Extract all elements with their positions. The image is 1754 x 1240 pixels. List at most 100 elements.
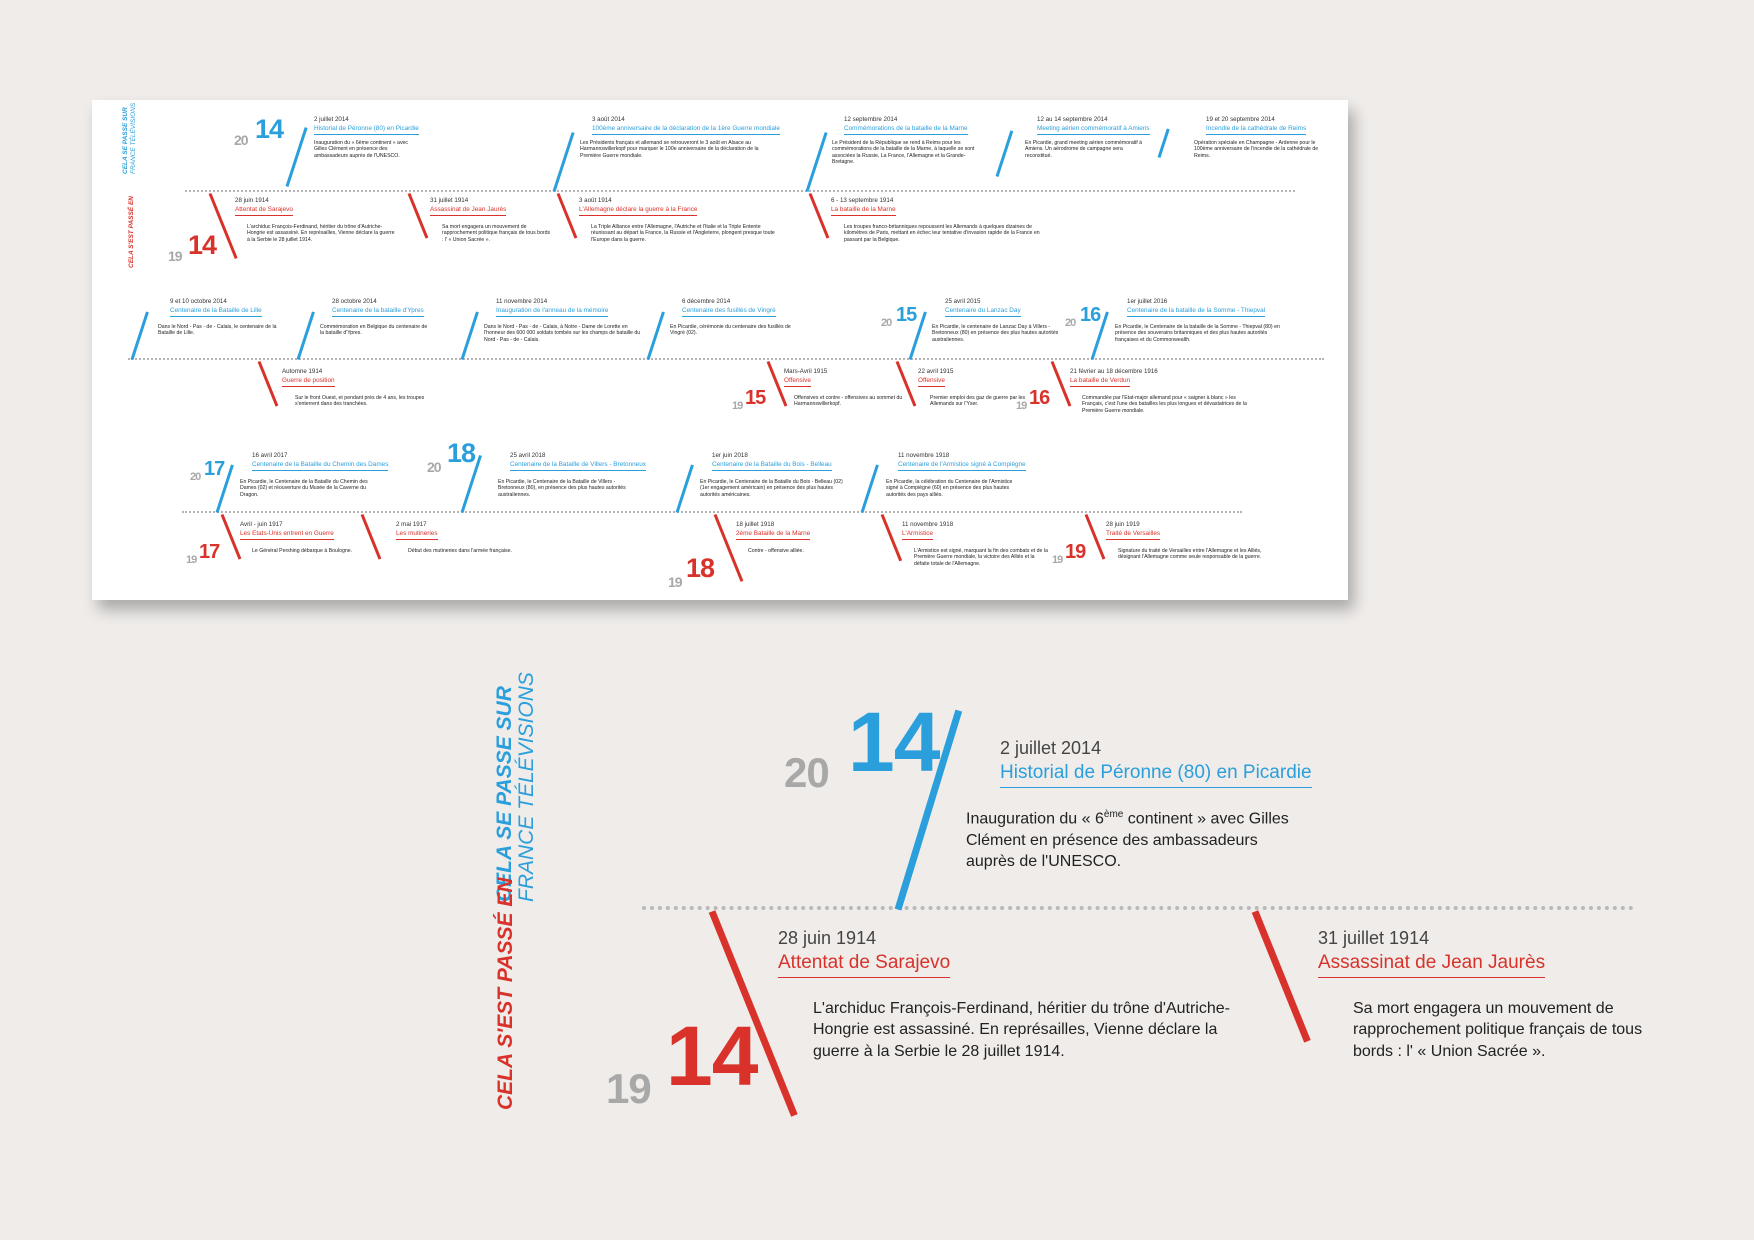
event-date: 3 août 1914 <box>579 197 612 204</box>
timeline-row-1 <box>185 190 1295 192</box>
event-title: Offensive <box>918 377 945 388</box>
year-1918-badge: 18 <box>686 553 715 583</box>
event-text: En Picardie, le Centenaire de la bataill… <box>1115 324 1280 343</box>
detail-event-title: Historial de Péronne (80) en Picardie <box>1000 763 1312 788</box>
detail-text-sup: ème <box>1103 809 1124 820</box>
year-prefix-20: 20 <box>427 459 442 475</box>
marker <box>296 311 315 360</box>
marker-1919 <box>1084 513 1106 560</box>
detail-year-1914-badge: 14 <box>666 1009 758 1103</box>
event-text: Offensives et contre - offensives au som… <box>794 395 903 408</box>
event-text: En Picardie, le Centenaire de la Bataill… <box>240 479 368 498</box>
event-title: Historial de Péronne (80) en Picardie <box>314 125 419 136</box>
year-prefix-19: 19 <box>732 400 743 412</box>
year-1917-badge: 17 <box>199 541 220 563</box>
present-label-text: CELA SE PASSE SUR <box>122 107 129 174</box>
event-text: Le Président de la République se rend à … <box>832 140 975 166</box>
event-date: 11 novembre 2014 <box>496 298 548 305</box>
event-text: Sa mort engagera un mouvement de rapproc… <box>442 224 551 243</box>
event-text: En Picardie, cérémonie du centenaire des… <box>670 324 791 337</box>
event-date: 2 juillet 2014 <box>314 116 349 123</box>
event-title: Centenaire de la bataille d'Ypres <box>332 307 424 318</box>
event-date: 21 février au 18 décembre 1916 <box>1070 368 1158 375</box>
event-text: Début des mutineries dans l'armée frança… <box>408 548 512 554</box>
detail-text-part: continent » avec Gilles Clément en prése… <box>966 810 1289 870</box>
event-title: Centenaire de la bataille de la Somme - … <box>1127 307 1266 318</box>
event-text: Les troupes franco-britanniques repousse… <box>844 224 1040 243</box>
year-2017-badge: 17 <box>204 458 225 480</box>
past-label-text: CELA S'EST PASSÉ EN <box>128 196 135 268</box>
marker <box>805 132 828 192</box>
event-date: 3 août 2014 <box>592 116 625 123</box>
event-date: 28 octobre 2014 <box>332 298 377 305</box>
event-text: En Picardie, le centenaire de Lanzac Day… <box>932 324 1059 343</box>
event-date: 22 avril 1915 <box>918 368 954 375</box>
event-date: 11 novembre 1918 <box>902 521 954 528</box>
detail-event-title: Assassinat de Jean Jaurès <box>1318 953 1546 978</box>
marker <box>257 360 279 407</box>
event-text: L'archiduc François-Ferdinand, héritier … <box>247 224 395 243</box>
event-text: Commémoration en Belgique du centenaire … <box>320 324 428 337</box>
event-date: 16 avril 2017 <box>252 452 288 459</box>
event-text: En Picardie, le Centenaire de la Bataill… <box>700 479 843 498</box>
marker <box>552 132 575 192</box>
timeline-row-2 <box>128 358 1324 360</box>
event-text: En Picardie, la célébration du Centenair… <box>886 479 1013 498</box>
marker-2014 <box>285 127 308 187</box>
detail-event-date: 28 juin 1914 <box>778 928 877 948</box>
marker <box>860 464 879 513</box>
marker <box>880 513 903 562</box>
present-label-small: CELA SE PASSE SUR <box>122 107 129 174</box>
event-text: L'Armistice est signé, marquant la fin d… <box>914 548 1048 567</box>
marker <box>1157 128 1170 158</box>
event-title: Attentat de Sarajevo <box>235 206 293 217</box>
marker <box>556 192 578 239</box>
event-text: Premier emploi des gaz de guerre par les… <box>930 395 1026 408</box>
year-prefix-19: 19 <box>1052 554 1063 566</box>
event-text: Commandée par l'Etat-major allemand pour… <box>1082 395 1247 414</box>
detail-event-date: 31 juillet 1914 <box>1318 928 1430 948</box>
year-1915-badge: 15 <box>745 387 766 409</box>
present-label: CELA SE PASSE SUR <box>493 686 517 902</box>
year-prefix-19: 19 <box>168 248 183 264</box>
event-title: Meeting aérien commémoratif à Amiens <box>1037 125 1150 136</box>
event-date: Mars-Avril 1915 <box>784 368 828 375</box>
marker <box>460 311 479 360</box>
detail-event-text: L'archiduc François-Ferdinand, héritier … <box>813 1000 1230 1060</box>
event-date: 6 - 13 septembre 1914 <box>831 197 894 204</box>
event-title: Incendie de la cathédrale de Reims <box>1206 125 1307 136</box>
detail-marker <box>1251 910 1311 1043</box>
event-title: Offensive <box>784 377 811 388</box>
timeline-row-3 <box>182 511 1242 513</box>
event-text: Le Général Pershing débarque à Boulogne. <box>252 548 353 554</box>
marker <box>407 192 429 239</box>
detail-event-text: Inauguration du « 6ème continent » avec … <box>966 808 1306 872</box>
event-date: 25 avril 2015 <box>945 298 981 305</box>
year-prefix-20: 20 <box>234 132 249 148</box>
detail-text-part: Inauguration du « 6 <box>966 810 1104 828</box>
event-date: 31 juillet 1914 <box>430 197 469 204</box>
year-2015-badge: 15 <box>896 304 917 326</box>
event-title: L'Allemagne déclare la guerre à la Franc… <box>579 206 698 217</box>
event-text: La Triple Alliance entre l'Allemagne, l'… <box>591 224 775 243</box>
event-text: Contre - offensive alliée. <box>748 548 804 554</box>
marker <box>130 311 149 360</box>
event-title: 2ème Bataille de la Marne <box>736 530 811 541</box>
event-date: 1er juin 2018 <box>712 452 748 459</box>
event-text: Les Présidents français et allemand se r… <box>580 140 759 159</box>
year-2014-badge: 14 <box>255 114 284 144</box>
past-label-text: CELA S'EST PASSÉ EN <box>494 877 517 1110</box>
event-title: Inauguration de l'anneau de la mémoire <box>496 307 609 318</box>
event-date: 6 décembre 2014 <box>682 298 731 305</box>
event-title: Centenaire des fusillés de Vingré <box>682 307 776 318</box>
year-2018-badge: 18 <box>447 438 476 468</box>
detail-timeline <box>642 906 1634 910</box>
event-text: Inauguration du « 6ème continent » avec … <box>314 140 409 159</box>
channel-label-text: FRANCE TÉLÉVISIONS <box>515 672 538 902</box>
marker <box>675 464 694 513</box>
marker <box>995 130 1014 177</box>
event-date: Avril - juin 1917 <box>240 521 283 528</box>
event-date: 28 juin 1914 <box>235 197 269 204</box>
event-title: Traité de Versailles <box>1106 530 1161 541</box>
marker-1916 <box>1050 360 1072 407</box>
